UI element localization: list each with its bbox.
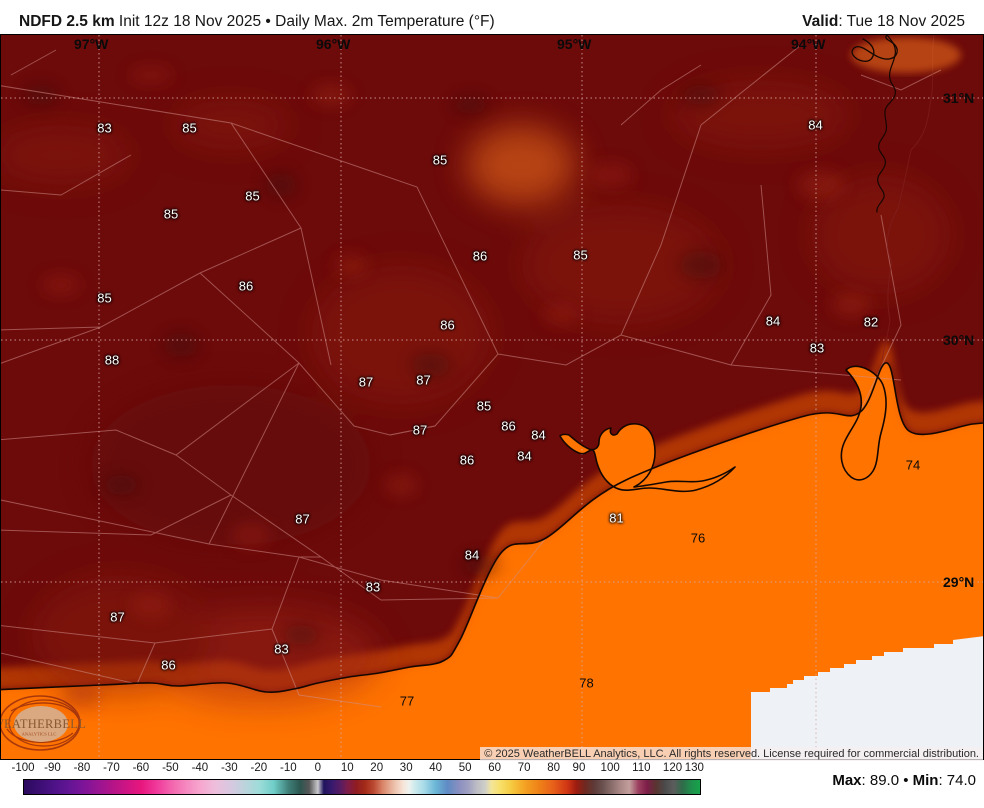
svg-text:WEATHERBELL: WEATHERBELL <box>1 717 86 731</box>
svg-text:ANALYTICS LLC: ANALYTICS LLC <box>22 732 57 737</box>
